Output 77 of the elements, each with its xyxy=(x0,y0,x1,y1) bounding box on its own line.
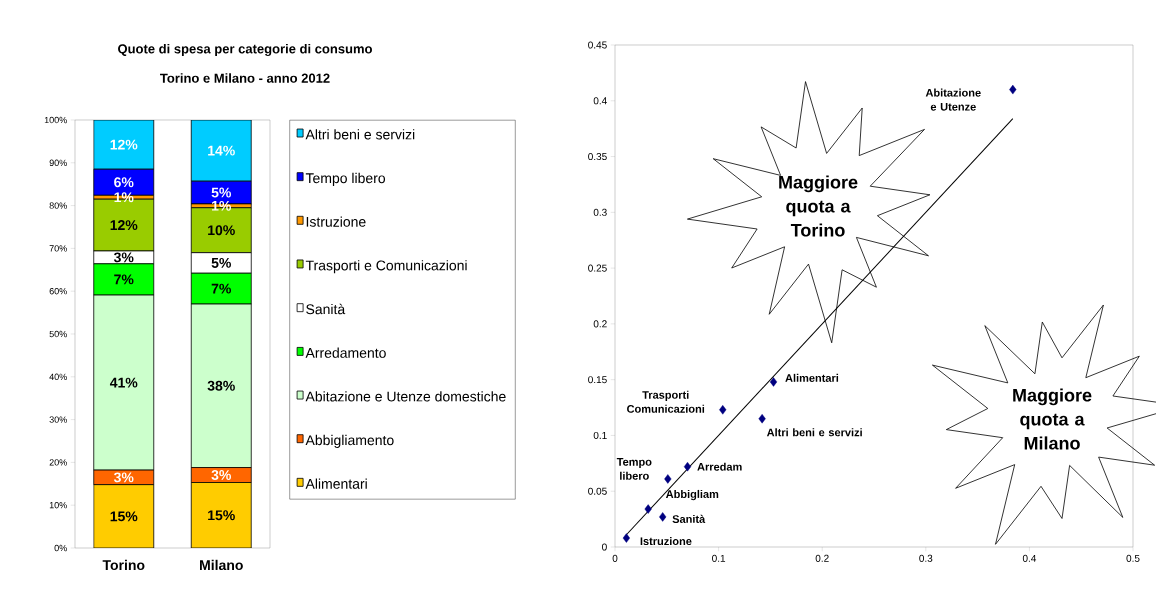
annotation: Abbigliam xyxy=(665,489,719,501)
y-tick-label: 40% xyxy=(49,373,67,380)
data-label: 3% xyxy=(211,470,231,480)
x-tick-label: 0 xyxy=(612,554,618,562)
legend-label: Alimentari xyxy=(305,478,367,489)
data-label: 14% xyxy=(208,145,235,156)
legend-label: Arredamento xyxy=(305,347,386,358)
y-tick-label: 0.25 xyxy=(588,264,607,272)
annotation: Istruzione xyxy=(640,537,692,546)
y-tick-label: 70% xyxy=(49,245,67,252)
data-label: 15% xyxy=(110,511,138,522)
legend-label: Altri beni e servizi xyxy=(305,129,415,140)
y-tick-label: 0.2 xyxy=(593,320,607,328)
x-tick-label: 0.5 xyxy=(1126,554,1140,562)
y-tick-label: 90% xyxy=(49,159,67,166)
legend-label: Abitazione e Utenze domestiche xyxy=(305,391,506,402)
y-tick-label: 0.45 xyxy=(588,41,607,49)
data-label: 10% xyxy=(208,225,235,236)
y-tick-label: 0.1 xyxy=(593,431,607,439)
annotation: Alimentari xyxy=(785,373,839,382)
legend-label: Abbigliamento xyxy=(305,434,394,448)
point xyxy=(664,474,672,484)
x-tick-label: Milano xyxy=(200,559,243,571)
chart-subtitle: Torino e Milano - anno 2012 xyxy=(160,73,330,83)
legend-label: Trasporti e Comunicazioni xyxy=(305,260,467,274)
annotation: Trasporti Comunicazioni xyxy=(627,390,705,413)
y-tick-label: 30% xyxy=(49,416,67,423)
y-tick-label: 0 xyxy=(602,543,607,551)
legend-label: Sanità xyxy=(306,303,346,315)
x-tick-label: Torino xyxy=(102,559,145,571)
point xyxy=(1009,84,1017,95)
data-label: 38% xyxy=(207,380,235,391)
y-tick-label: 0% xyxy=(54,544,67,552)
point xyxy=(758,414,766,424)
data-label: 3% xyxy=(113,472,134,483)
y-tick-label: 0.15 xyxy=(588,376,607,384)
y-tick-label: 10% xyxy=(49,502,67,509)
data-label: 12% xyxy=(110,139,138,150)
legend-label: Istruzione xyxy=(306,216,366,227)
data-label: 1% xyxy=(114,192,134,203)
x-tick-label: 0.3 xyxy=(919,554,933,562)
x-tick-label: 0.1 xyxy=(712,554,726,562)
data-label: 15% xyxy=(208,510,235,521)
y-tick-label: 0.4 xyxy=(593,97,607,105)
data-label: 41% xyxy=(109,377,138,388)
y-tick-label: 0.05 xyxy=(588,487,607,495)
annotation: Sanità xyxy=(672,514,706,523)
y-tick-label: 100% xyxy=(44,116,67,124)
chart-title: Quote di spesa per categorie di consumo xyxy=(118,43,372,57)
annotation: Tempo libero xyxy=(616,458,652,480)
y-tick-label: 20% xyxy=(49,459,67,466)
annotation: Abitazione e Utenze xyxy=(925,88,981,111)
y-tick-label: 0.3 xyxy=(593,208,607,216)
x-tick-label: 0.4 xyxy=(1022,554,1037,562)
point xyxy=(644,504,652,514)
annotation: Arredam xyxy=(697,462,742,471)
point xyxy=(683,461,692,472)
annotation: Maggiore quota a Torino xyxy=(779,175,858,237)
data-label: 5% xyxy=(211,258,231,268)
legend-label: Tempo libero xyxy=(305,172,386,186)
data-label: 12% xyxy=(110,220,138,231)
data-label: 6% xyxy=(114,177,134,188)
x-tick-label: 0.2 xyxy=(815,554,829,562)
y-tick-label: 80% xyxy=(49,202,67,209)
y-tick-label: 60% xyxy=(49,288,67,295)
data-label: 5% xyxy=(211,187,231,198)
y-tick-label: 50% xyxy=(49,330,67,338)
data-label: 7% xyxy=(211,283,231,294)
point xyxy=(769,377,778,387)
point xyxy=(659,512,667,522)
data-label: 3% xyxy=(113,252,134,263)
point xyxy=(622,533,630,543)
y-tick-label: 0.35 xyxy=(588,153,607,161)
data-label: 7% xyxy=(114,274,134,285)
point xyxy=(719,405,727,415)
annotation: Maggiore quota a Milano xyxy=(1013,388,1092,450)
annotation: Altri beni e servizi xyxy=(766,428,862,437)
